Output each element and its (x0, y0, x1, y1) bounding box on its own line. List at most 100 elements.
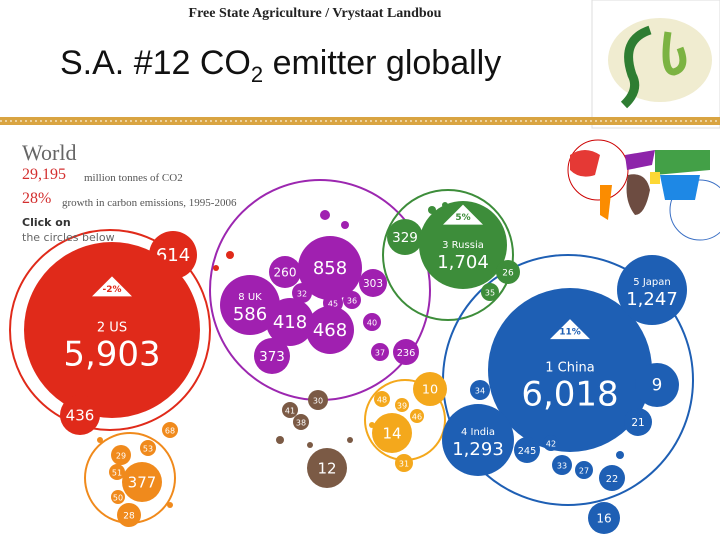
bubble-name: 5 Japan (633, 277, 670, 288)
bubble-value: 1,247 (626, 289, 678, 310)
map-ring (567, 139, 629, 201)
bubble (442, 404, 514, 476)
bubble (307, 448, 347, 488)
bubble (599, 465, 625, 491)
bubble (496, 260, 520, 284)
bubble (372, 413, 412, 453)
bubble-name: 8 UK (238, 292, 262, 303)
bubble-value: 586 (233, 304, 267, 325)
bubble-value: 236 (397, 348, 416, 359)
bubble (543, 435, 559, 451)
bubble (140, 440, 156, 456)
bubble (254, 338, 290, 374)
dot (307, 442, 313, 448)
change-triangle (443, 204, 483, 225)
bubble (109, 464, 125, 480)
bubble-value: 31 (399, 460, 409, 469)
bubble-value: 38 (296, 419, 306, 428)
bubble (111, 445, 131, 465)
bubble-value: 303 (363, 278, 383, 290)
bubble-value: 45 (328, 300, 338, 309)
bubble-value: 26 (502, 269, 514, 279)
bubble (387, 219, 423, 255)
bubble (293, 414, 309, 430)
title-text: S.A. #12 CO (60, 44, 251, 82)
bubble (635, 363, 679, 407)
bubble (617, 255, 687, 325)
bubble (374, 391, 390, 407)
bubble-value: 53 (143, 445, 153, 454)
logo (620, 25, 652, 109)
bubble-value: 34 (475, 387, 485, 396)
legend-total: 29,195 (22, 166, 66, 183)
legend-hint: Click on (22, 216, 71, 229)
map-shape (660, 175, 700, 200)
map-shape (625, 150, 655, 170)
bubble-value: 5,903 (63, 335, 160, 375)
logo (662, 31, 687, 76)
bubble-value: 468 (313, 320, 347, 341)
bubble-value: 36 (347, 297, 357, 306)
bubble-value: 418 (273, 312, 307, 333)
map-shape (570, 150, 600, 177)
bubble (413, 372, 447, 406)
dot (341, 221, 349, 229)
change-triangle (92, 276, 132, 297)
change-triangle (550, 319, 590, 340)
group-ring (382, 189, 514, 321)
bubble-value: 329 (392, 230, 418, 246)
bubble-value: 1,704 (437, 252, 489, 273)
bubble (343, 291, 361, 309)
bubble (266, 298, 314, 346)
bubble (359, 269, 387, 297)
map-ring (669, 179, 720, 241)
dot (213, 265, 219, 271)
dot (320, 210, 330, 220)
dot (97, 437, 103, 443)
bubble-value: 22 (606, 474, 618, 485)
bubble (624, 408, 652, 436)
bubble-value: 9 (652, 376, 663, 395)
bubble-value: 16 (596, 512, 611, 526)
bubble (395, 398, 409, 412)
bubble-name: 4 India (461, 427, 495, 438)
bubble-value: 6,018 (521, 375, 618, 415)
bubble-value: 858 (313, 258, 347, 279)
bubble (588, 502, 620, 534)
bubble-value: 28 (123, 512, 135, 522)
bubble (575, 461, 593, 479)
bubble (419, 201, 507, 289)
title-sub: 2 (250, 61, 264, 87)
bubble-value: 41 (285, 407, 295, 416)
bubble-value: 21 (631, 417, 644, 429)
bubble (298, 236, 362, 300)
bubble (395, 454, 413, 472)
legend-hint: the circles below (22, 231, 115, 244)
bubble-value: 1,293 (452, 439, 504, 460)
world-map (567, 139, 720, 241)
bubble (371, 343, 389, 361)
map-shape (600, 185, 612, 220)
bubble-name: 1 China (545, 361, 595, 376)
dot (616, 451, 624, 459)
bubble (306, 306, 354, 354)
bubble (60, 395, 100, 435)
bubble (488, 288, 652, 452)
change-label: 11% (559, 328, 581, 338)
bubble (292, 283, 312, 303)
bubble-value: 29 (116, 452, 126, 461)
change-label: -2% (102, 285, 121, 295)
bubble-value: 377 (128, 474, 157, 492)
bubble-value: 50 (113, 494, 123, 503)
bubble (111, 490, 125, 504)
bubble-value: 42 (546, 440, 556, 449)
bubble-value: 51 (112, 469, 122, 478)
map-shape (655, 150, 710, 175)
legend-region: World (22, 140, 77, 165)
change-label: 5% (455, 213, 470, 223)
bubble-value: 33 (557, 462, 567, 471)
dot (226, 251, 234, 259)
